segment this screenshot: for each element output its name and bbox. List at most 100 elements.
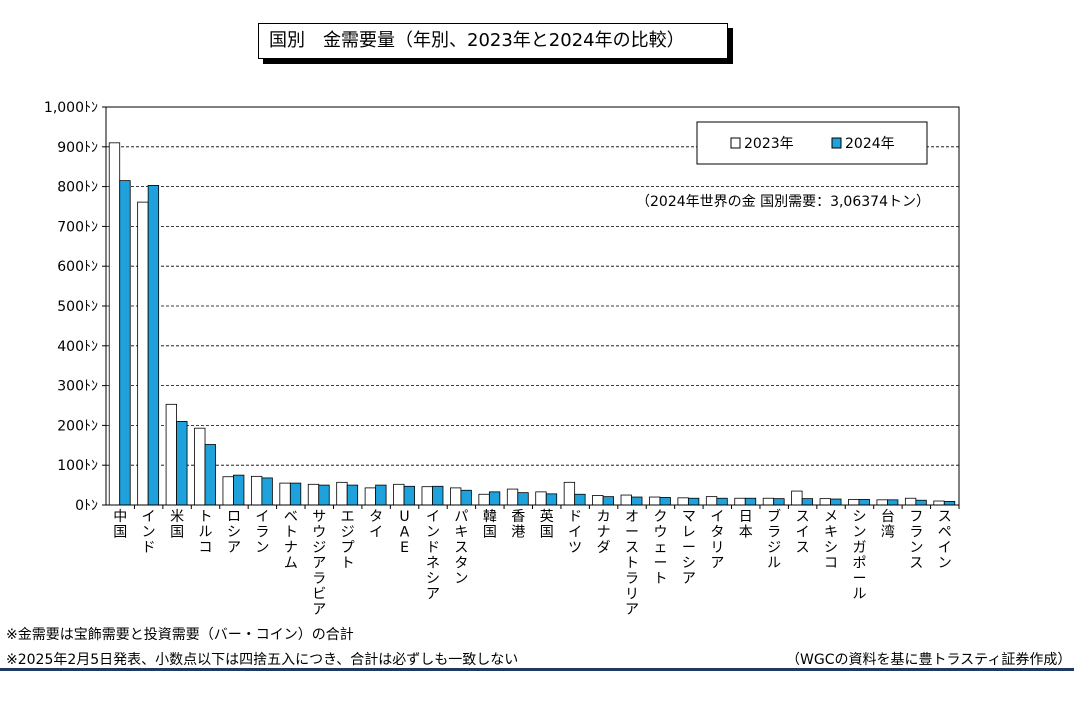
bar-2024 <box>432 485 444 506</box>
bar-2024 <box>261 477 273 506</box>
bottom-rule <box>0 668 1074 671</box>
bar-2023 <box>279 482 291 506</box>
bar-2023 <box>819 498 831 506</box>
bar-2023 <box>705 496 718 506</box>
x-category-label: 香港 <box>511 509 525 541</box>
bar-2023 <box>563 481 576 506</box>
axes <box>102 106 960 509</box>
x-category-label: 日本 <box>739 509 753 541</box>
bar-2023 <box>848 499 860 506</box>
x-category-label: オーストラリア <box>625 509 639 618</box>
bar-2024 <box>858 499 870 506</box>
bar-2024 <box>517 492 529 506</box>
legend-swatch-2024 <box>831 137 842 149</box>
x-category-label: スイス <box>796 509 810 556</box>
x-category-label: 韓国 <box>483 509 497 541</box>
x-category-label: イタリア <box>710 509 724 572</box>
bar-2023 <box>734 497 746 506</box>
footnote-demand: ※金需要は宝飾需要と投資需要（バー・コイン）の合計 <box>6 627 354 643</box>
bar-2024 <box>773 498 785 506</box>
bar-2023 <box>108 142 121 506</box>
bar-2024 <box>119 180 131 506</box>
bar-2023 <box>364 487 377 506</box>
bar-2023 <box>450 487 462 506</box>
bar-2024 <box>545 493 558 506</box>
y-tick-label: 900ﾄﾝ <box>57 140 98 156</box>
bar-2023 <box>904 497 917 506</box>
x-category-label: 台湾 <box>881 509 895 541</box>
footnote-release: ※2025年2月5日発表、小数点以下は四捨五入につき、合計は必ずしも一致しない <box>6 652 519 668</box>
legend-box <box>696 121 928 165</box>
x-category-label: インドネシア <box>426 509 440 603</box>
source-note: （WGCの資料を基に豊トラスティ証券作成） <box>786 652 1072 668</box>
bar-2024 <box>176 421 188 506</box>
bar-2023 <box>933 500 945 506</box>
bar-2023 <box>307 483 320 506</box>
bar-2023 <box>336 481 348 506</box>
x-category-label: ドイツ <box>568 509 582 556</box>
bar-2024 <box>375 484 387 506</box>
legend-label-2023: 2023年 <box>744 136 794 152</box>
bar-2024 <box>204 444 216 506</box>
x-category-label: クウェート <box>653 509 667 587</box>
bar-2024 <box>943 501 956 506</box>
y-tick-label: 500ﾄﾝ <box>57 299 98 315</box>
bar-2023 <box>506 488 519 506</box>
y-tick-label: 600ﾄﾝ <box>57 259 98 275</box>
bar-2024 <box>289 482 302 506</box>
bar-2024 <box>460 489 472 506</box>
x-category-label: トルコ <box>199 509 213 556</box>
y-tick-label: 300ﾄﾝ <box>57 379 98 395</box>
bar-2024 <box>488 491 501 506</box>
bar-2023 <box>677 497 689 506</box>
x-category-label: マレーシア <box>682 509 696 587</box>
bar-2023 <box>535 491 547 506</box>
x-category-label: タイ <box>369 509 383 541</box>
bar-2024 <box>801 498 814 506</box>
bar-2024 <box>403 485 415 506</box>
x-category-label: 英国 <box>540 508 554 541</box>
legend: 2023年 2024年 <box>696 121 928 165</box>
bar-2024 <box>602 496 614 506</box>
bar-2023 <box>165 403 177 506</box>
bar-2023 <box>250 475 263 506</box>
x-category-label: ブラジル <box>767 508 781 572</box>
bars <box>108 142 956 506</box>
bar-chart: 0ﾄﾝ 100ﾄﾝ 200ﾄﾝ 300ﾄﾝ 400ﾄﾝ 500ﾄﾝ 600ﾄﾝ 700ﾄﾝ 80… <box>44 100 960 618</box>
bar-2024 <box>574 493 586 506</box>
x-category-label: 米国 <box>170 509 184 541</box>
x-category-label: サウジアラビア <box>312 509 326 618</box>
bar-2023 <box>137 201 149 506</box>
bar-2024 <box>830 498 842 506</box>
bar-2024 <box>147 185 160 506</box>
y-tick-label: 100ﾄﾝ <box>57 458 98 474</box>
bar-2023 <box>222 476 234 506</box>
x-category-label: カナダ <box>597 509 611 556</box>
bar-2024 <box>346 484 359 506</box>
legend-label-2024: 2024年 <box>845 136 895 152</box>
grid-lines <box>106 146 959 466</box>
bar-2023 <box>649 496 661 506</box>
x-category-label: ロシア <box>227 509 241 556</box>
bar-2023 <box>194 427 206 506</box>
bar-2023 <box>592 495 604 506</box>
bar-2024 <box>887 499 899 506</box>
x-category-label: エジプト <box>341 509 355 572</box>
x-category-label: インド <box>142 509 156 556</box>
x-category-label: パキスタン <box>454 509 468 587</box>
y-tick-label: 700ﾄﾝ <box>57 219 98 235</box>
bar-2024 <box>233 474 245 506</box>
bar-2023 <box>478 493 490 506</box>
bar-2023 <box>791 490 803 506</box>
y-tick-label: 200ﾄﾝ <box>57 418 98 434</box>
bar-2023 <box>876 499 888 506</box>
chart-title: 国別 金需要量（年別、2023年と2024年の比較） <box>258 23 728 59</box>
bar-2024 <box>659 497 671 506</box>
x-category-label: フランス <box>909 509 923 572</box>
x-category-label: ベトナム <box>284 509 298 572</box>
bar-2023 <box>393 483 405 506</box>
bar-2024 <box>318 484 330 506</box>
bar-2024 <box>687 497 700 506</box>
